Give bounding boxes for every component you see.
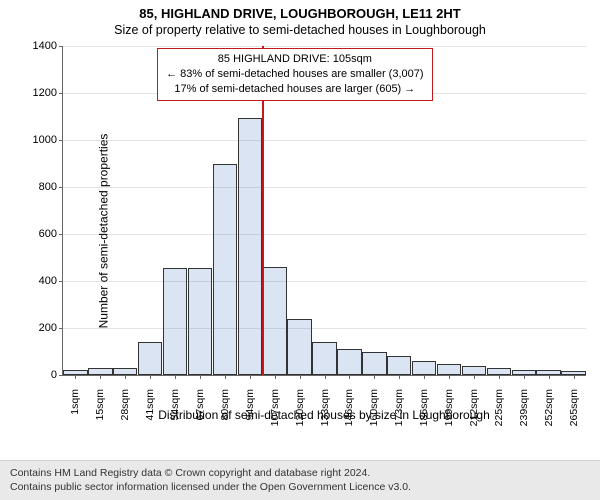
- attribution-footer: Contains HM Land Registry data © Crown c…: [0, 460, 600, 500]
- histogram-bar: [213, 164, 237, 376]
- footer-line-2: Contains public sector information licen…: [10, 480, 590, 494]
- x-tick-mark: [75, 375, 76, 379]
- x-tick-mark: [200, 375, 201, 379]
- histogram-bar: [113, 368, 137, 375]
- grid-line: [63, 281, 586, 282]
- histogram-bar: [387, 356, 411, 375]
- y-tick-label: 400: [39, 275, 63, 287]
- y-tick-label: 600: [39, 228, 63, 240]
- histogram-bar: [312, 342, 336, 375]
- info-box-line: 85 HIGHLAND DRIVE: 105sqm: [166, 52, 423, 67]
- info-box-line: ← 83% of semi-detached houses are smalle…: [166, 67, 423, 82]
- histogram-bar: [362, 352, 386, 376]
- y-tick-label: 200: [39, 322, 63, 334]
- x-tick-mark: [250, 375, 251, 379]
- x-tick-mark: [549, 375, 550, 379]
- histogram-bar: [437, 364, 461, 375]
- grid-line: [63, 234, 586, 235]
- histogram-bar: [238, 118, 262, 375]
- x-tick-mark: [175, 375, 176, 379]
- x-tick-mark: [499, 375, 500, 379]
- x-tick-mark: [399, 375, 400, 379]
- x-tick-mark: [524, 375, 525, 379]
- histogram-bar: [262, 267, 286, 375]
- x-tick-mark: [275, 375, 276, 379]
- info-box-line: 17% of semi-detached houses are larger (…: [166, 82, 423, 97]
- histogram-bar: [138, 342, 162, 375]
- x-tick-mark: [574, 375, 575, 379]
- histogram-bar: [412, 361, 436, 375]
- histogram-bar: [88, 368, 112, 375]
- page-subtitle: Size of property relative to semi-detach…: [0, 21, 600, 37]
- grid-line: [63, 140, 586, 141]
- x-tick-mark: [225, 375, 226, 379]
- x-tick-mark: [449, 375, 450, 379]
- grid-line: [63, 46, 586, 47]
- x-tick-mark: [424, 375, 425, 379]
- x-tick-mark: [349, 375, 350, 379]
- y-tick-label: 1200: [33, 87, 63, 99]
- plot-area: 02004006008001000120014001sqm15sqm28sqm4…: [62, 46, 586, 376]
- x-tick-mark: [150, 375, 151, 379]
- grid-line: [63, 328, 586, 329]
- x-tick-mark: [325, 375, 326, 379]
- x-tick-mark: [125, 375, 126, 379]
- property-info-box: 85 HIGHLAND DRIVE: 105sqm← 83% of semi-d…: [157, 48, 432, 101]
- x-axis-label: Distribution of semi-detached houses by …: [62, 408, 586, 422]
- chart-container: Number of semi-detached properties 02004…: [0, 40, 600, 422]
- grid-line: [63, 187, 586, 188]
- x-tick-mark: [474, 375, 475, 379]
- histogram-bar: [462, 366, 486, 375]
- x-tick-mark: [100, 375, 101, 379]
- y-tick-label: 800: [39, 181, 63, 193]
- histogram-bar: [487, 368, 511, 375]
- y-tick-label: 1000: [33, 134, 63, 146]
- x-tick-mark: [374, 375, 375, 379]
- x-tick-mark: [300, 375, 301, 379]
- page-title: 85, HIGHLAND DRIVE, LOUGHBOROUGH, LE11 2…: [0, 0, 600, 21]
- histogram-bar: [337, 349, 361, 375]
- y-tick-label: 1400: [33, 40, 63, 52]
- histogram-bar: [188, 268, 212, 375]
- y-tick-label: 0: [51, 369, 63, 381]
- footer-line-1: Contains HM Land Registry data © Crown c…: [10, 466, 590, 480]
- histogram-bar: [163, 268, 187, 375]
